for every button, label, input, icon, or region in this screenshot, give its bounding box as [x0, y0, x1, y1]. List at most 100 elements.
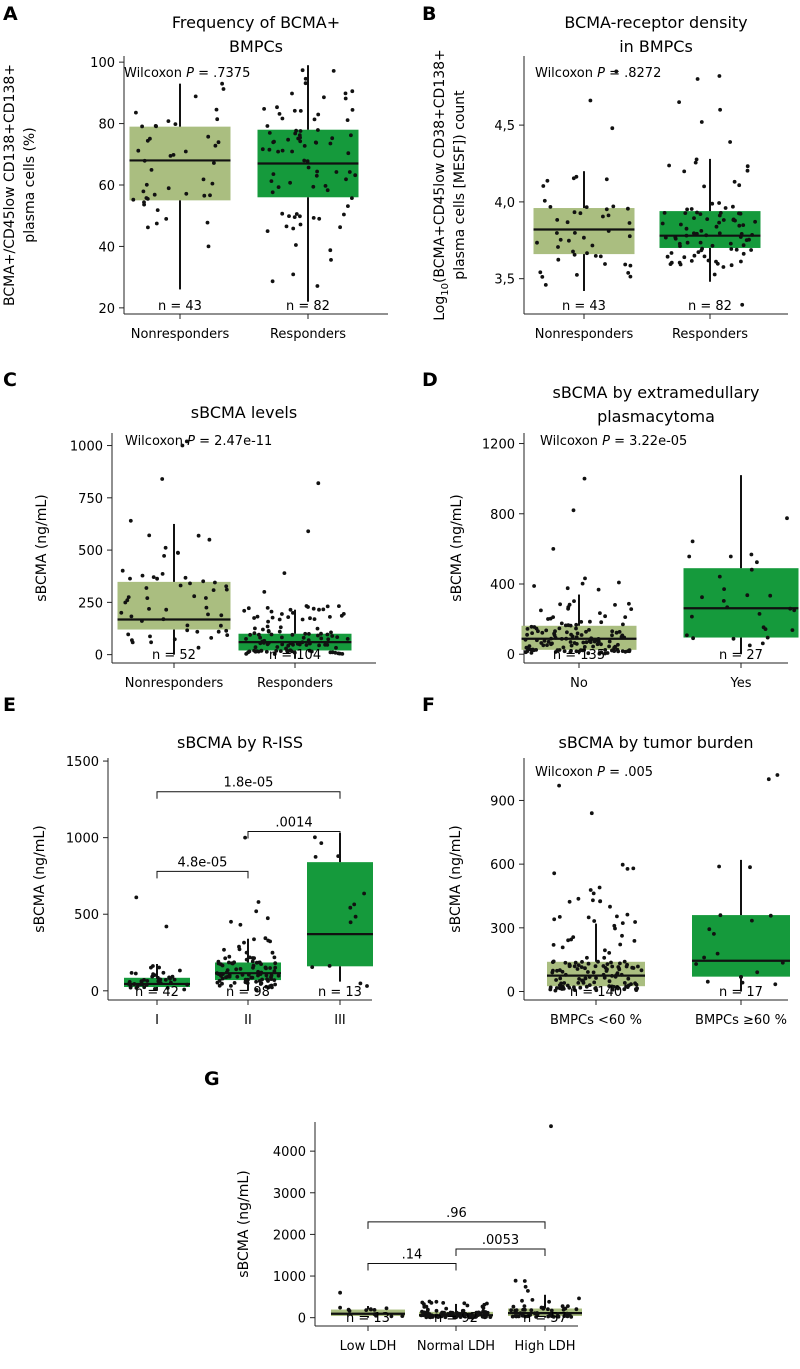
data-point	[568, 640, 573, 644]
data-point	[172, 977, 177, 982]
data-point	[265, 229, 270, 234]
data-point	[581, 648, 585, 653]
data-point	[144, 182, 149, 187]
data-point	[276, 185, 281, 190]
data-point	[344, 177, 348, 182]
data-point	[620, 862, 625, 867]
data-point	[558, 237, 563, 242]
data-point	[549, 636, 553, 641]
data-point	[565, 630, 569, 635]
y-tick-label: 100	[90, 56, 115, 71]
n-label: n = 52	[152, 648, 196, 663]
data-point	[269, 973, 274, 978]
data-point	[350, 89, 355, 94]
data-point	[129, 614, 134, 619]
data-point	[685, 633, 689, 638]
bracket-line	[455, 1248, 546, 1256]
data-point	[254, 960, 259, 965]
data-point	[243, 980, 248, 984]
data-point	[272, 139, 276, 144]
data-point	[673, 236, 678, 241]
n-label: n = 92	[434, 1311, 478, 1326]
group-0: n = 13 Low LDH	[331, 1290, 405, 1354]
data-point	[202, 193, 207, 198]
data-point	[227, 974, 232, 979]
data-point	[123, 600, 128, 605]
data-point	[540, 275, 545, 279]
data-point	[280, 116, 285, 121]
significance-bracket: .96	[367, 1206, 546, 1229]
data-point	[626, 976, 631, 981]
data-point	[699, 229, 704, 233]
data-point	[185, 623, 190, 628]
data-point	[599, 620, 604, 625]
data-point	[529, 651, 534, 655]
data-point	[633, 920, 637, 924]
data-point	[276, 149, 280, 154]
data-point	[136, 148, 141, 153]
y-tick-label: 0	[91, 985, 99, 1000]
data-point	[270, 279, 275, 284]
data-point	[614, 630, 619, 635]
data-point	[737, 183, 742, 188]
data-point	[540, 630, 545, 635]
data-point	[542, 639, 547, 643]
data-point	[311, 216, 316, 220]
data-point	[334, 170, 339, 174]
data-point	[119, 610, 124, 615]
data-point	[220, 81, 225, 86]
significance-bracket: 4.8e-05	[156, 855, 249, 879]
data-point	[581, 640, 586, 645]
data-point	[216, 140, 221, 145]
data-point	[588, 640, 593, 644]
data-point	[627, 648, 632, 652]
data-point	[254, 988, 259, 992]
data-point	[259, 648, 264, 653]
data-point	[612, 649, 617, 653]
x-tick-label: BMPCs ≥60 %	[695, 1013, 787, 1028]
data-point	[612, 923, 617, 928]
data-point	[530, 631, 534, 635]
data-point	[723, 206, 728, 210]
outlier-point	[551, 547, 556, 551]
data-point	[142, 200, 146, 205]
y-axis-label: sBCMA (ng/mL)	[236, 1170, 252, 1277]
data-point	[683, 211, 688, 216]
y-tick-label: 4000	[273, 1145, 306, 1160]
data-point	[293, 131, 298, 136]
data-point	[262, 638, 267, 643]
data-point	[325, 632, 330, 637]
data-point	[140, 619, 144, 623]
data-point	[264, 984, 269, 989]
data-point	[535, 1312, 540, 1317]
data-point	[422, 1310, 427, 1315]
data-point	[234, 967, 239, 972]
data-point	[256, 973, 260, 978]
data-point	[314, 140, 319, 145]
outlier-point	[614, 69, 619, 74]
data-point	[668, 262, 673, 266]
data-point	[443, 1315, 448, 1320]
data-point	[267, 147, 272, 152]
data-point	[583, 576, 587, 581]
data-point	[748, 865, 752, 870]
data-point	[209, 636, 214, 640]
data-point	[280, 642, 285, 647]
data-point	[588, 888, 593, 892]
data-point	[164, 217, 169, 221]
data-point	[441, 1301, 446, 1305]
y-tick-label: 40	[98, 240, 115, 255]
data-point	[372, 1308, 377, 1312]
group-1: n = 104 Responders	[238, 481, 352, 691]
data-point	[488, 1315, 493, 1319]
data-point	[178, 968, 182, 973]
data-point	[569, 1315, 574, 1319]
data-point	[535, 240, 539, 245]
data-point	[142, 985, 147, 990]
bracket-label: 4.8e-05	[178, 855, 228, 870]
data-point	[268, 984, 272, 989]
data-point	[482, 1311, 487, 1316]
data-point	[323, 184, 328, 188]
outlier-point	[243, 835, 248, 840]
